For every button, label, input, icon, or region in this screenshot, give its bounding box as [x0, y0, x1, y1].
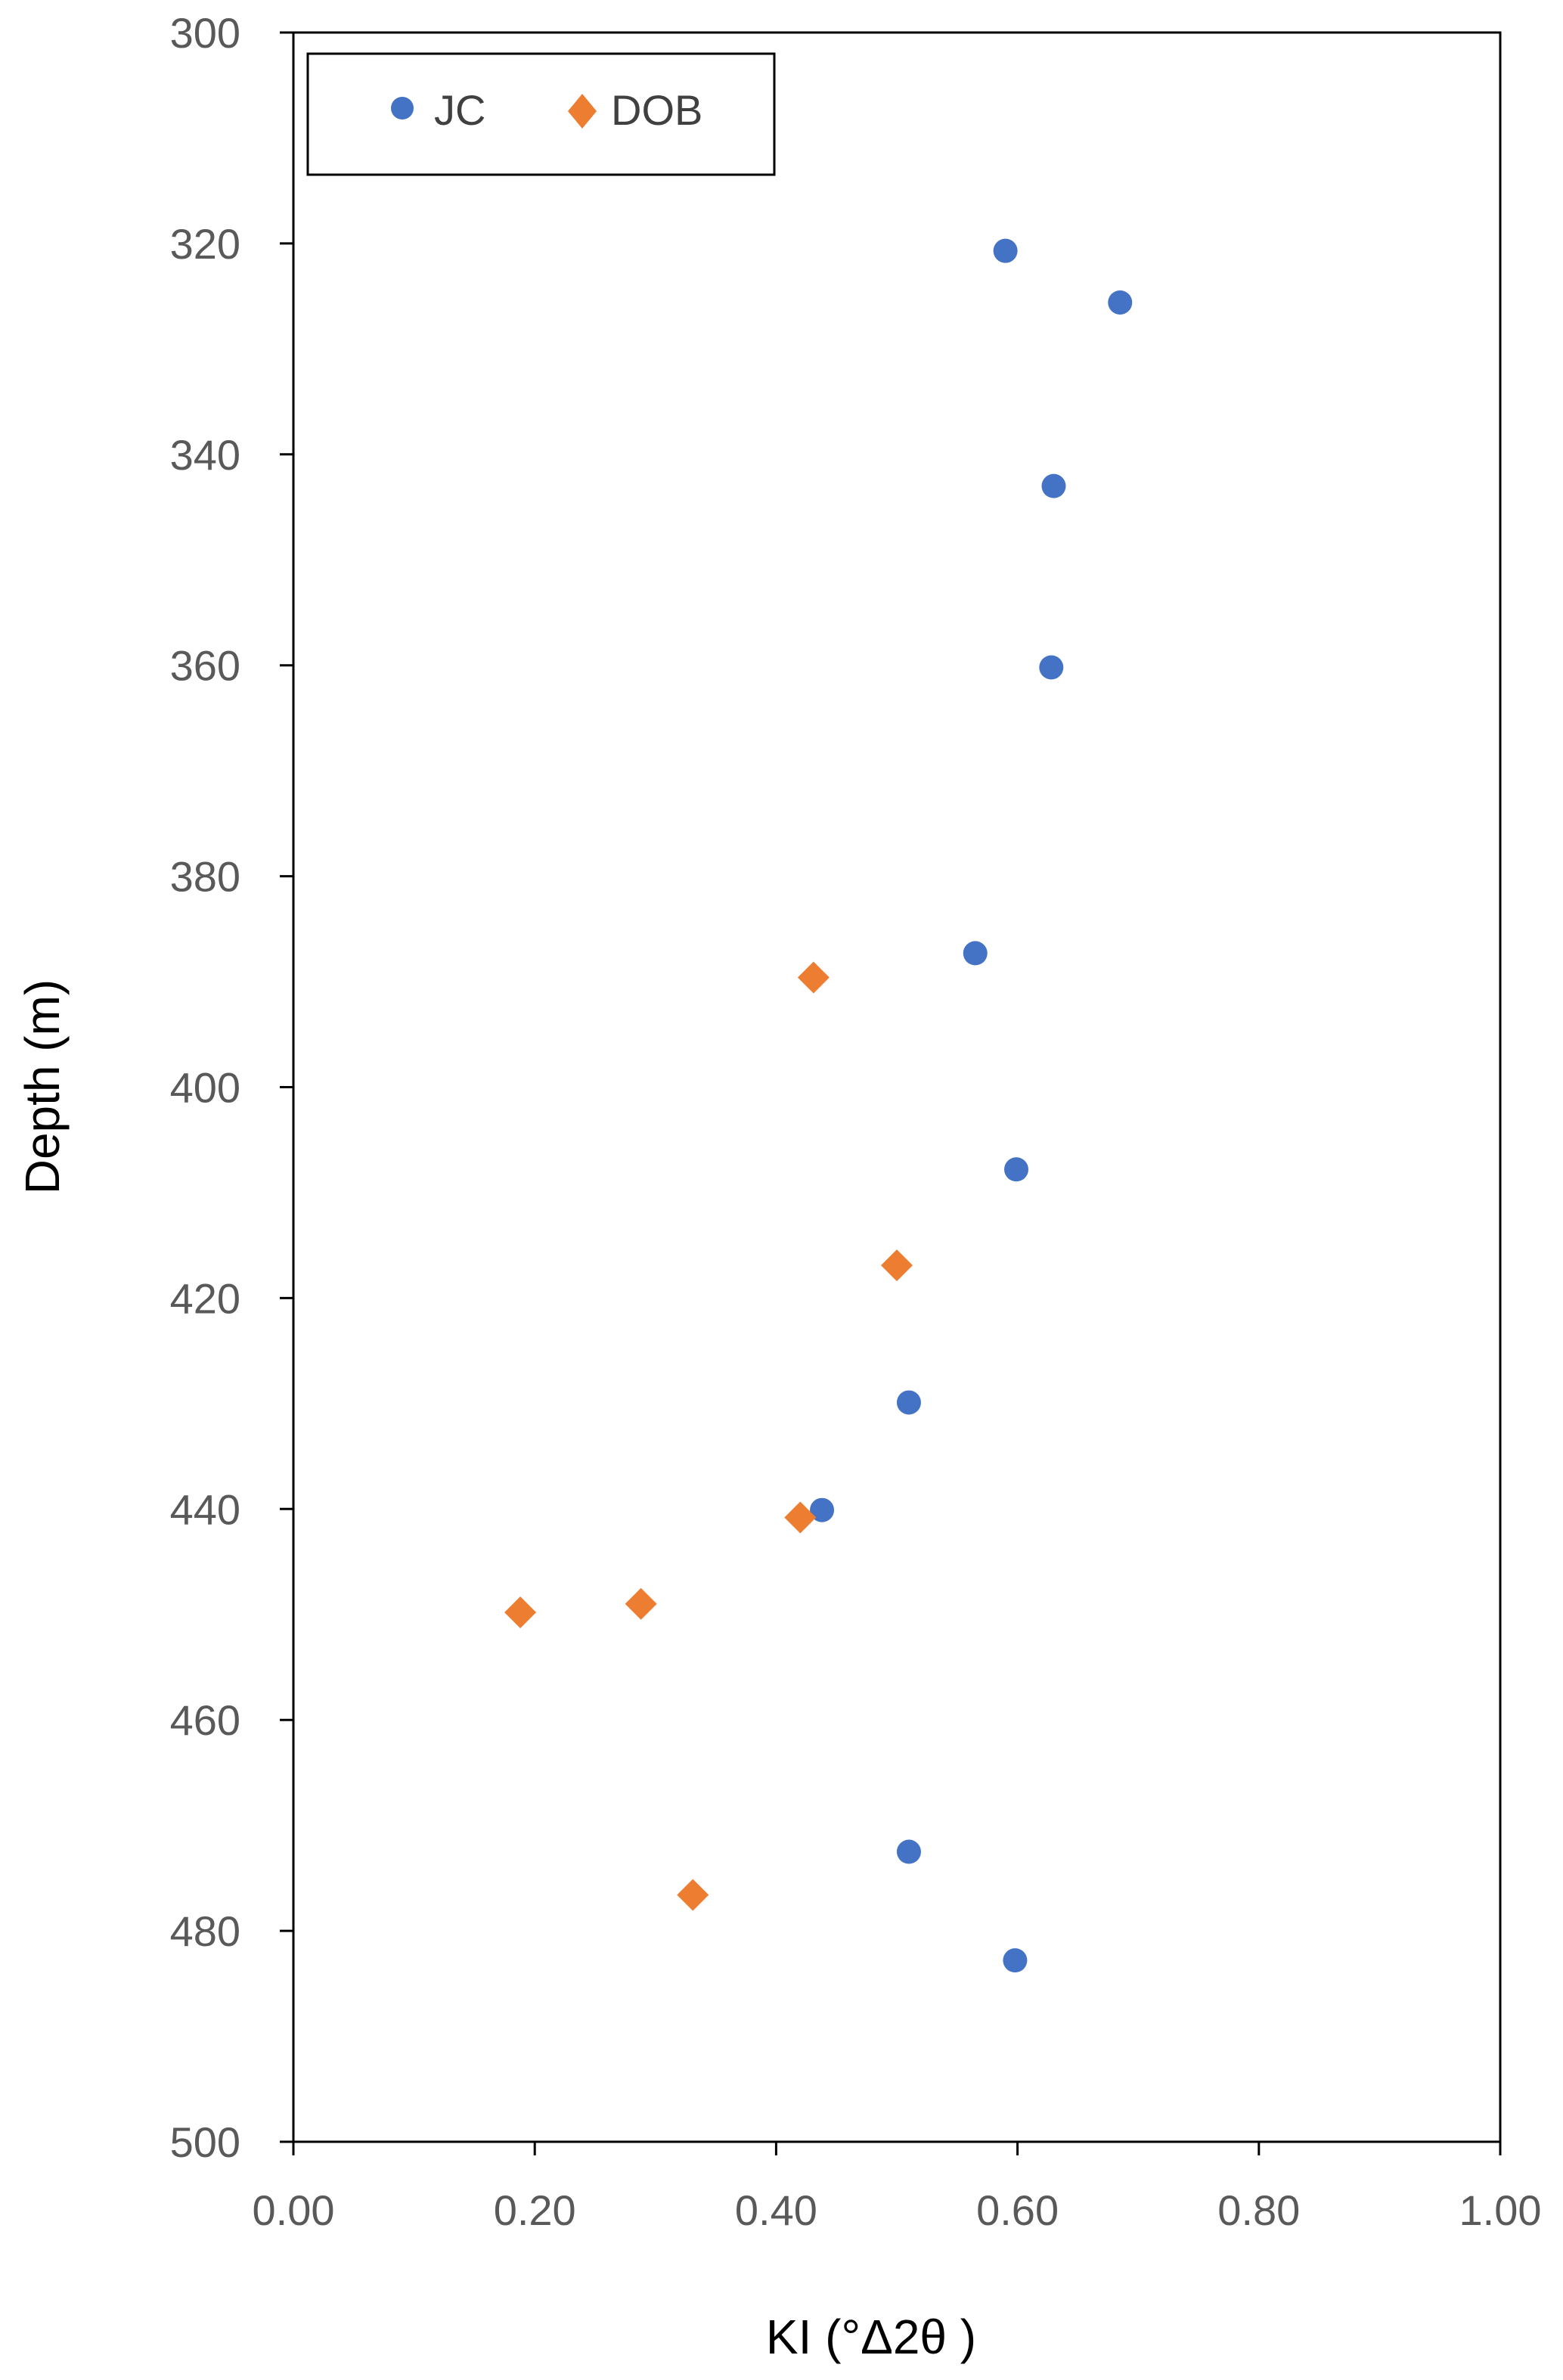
legend-box [306, 52, 776, 176]
point-dob [504, 1596, 537, 1628]
point-jc [993, 238, 1018, 263]
legend: JC DOB [306, 52, 776, 176]
legend-jc-marker [391, 97, 414, 119]
y-tick-label: 440 [170, 1485, 240, 1533]
x-tick-label: 0.60 [976, 2186, 1059, 2234]
point-jc [963, 941, 988, 966]
point-jc [896, 1390, 921, 1415]
y-tick-label: 500 [170, 2118, 240, 2166]
point-dob [677, 1879, 709, 1911]
point-jc [810, 1497, 835, 1522]
point-jc [1004, 1157, 1029, 1182]
point-jc [1039, 655, 1064, 680]
y-axis-title: Depth (m) [15, 979, 70, 1195]
x-tick-label: 0.40 [735, 2186, 817, 2234]
x-tick-label: 0.80 [1217, 2186, 1300, 2234]
point-dob [797, 961, 830, 994]
data-points [504, 238, 1133, 1973]
y-tick-label: 400 [170, 1064, 240, 1112]
point-jc [1108, 290, 1133, 315]
x-tick-label: 1.00 [1459, 2186, 1542, 2234]
x-axis-title: KI (°Δ2θ ) [766, 2310, 976, 2364]
point-dob [784, 1501, 817, 1534]
y-tick-label: 320 [170, 220, 240, 268]
point-jc [1003, 1948, 1028, 1973]
y-tick-label: 340 [170, 431, 240, 479]
y-tick-label: 360 [170, 642, 240, 690]
legend-jc-label: JC [434, 86, 485, 134]
point-jc [896, 1839, 921, 1864]
y-tick-label: 420 [170, 1274, 240, 1322]
point-dob [881, 1249, 913, 1282]
point-dob [625, 1587, 657, 1620]
legend-dob-label: DOB [611, 86, 702, 134]
y-tick-label: 460 [170, 1696, 240, 1744]
y-axis-ticks: 300 320 340 360 380 400 420 440 460 480 500 [170, 9, 293, 2166]
y-tick-label: 480 [170, 1907, 240, 1955]
x-tick-label: 0.00 [253, 2186, 335, 2234]
x-tick-label: 0.20 [494, 2186, 576, 2234]
legend-dob-marker [568, 94, 597, 129]
y-tick-label: 380 [170, 853, 240, 901]
x-axis-ticks: 0.00 0.20 0.40 0.60 0.80 1.00 [253, 2142, 1542, 2234]
y-tick-label: 300 [170, 9, 240, 57]
point-jc [1041, 473, 1066, 498]
